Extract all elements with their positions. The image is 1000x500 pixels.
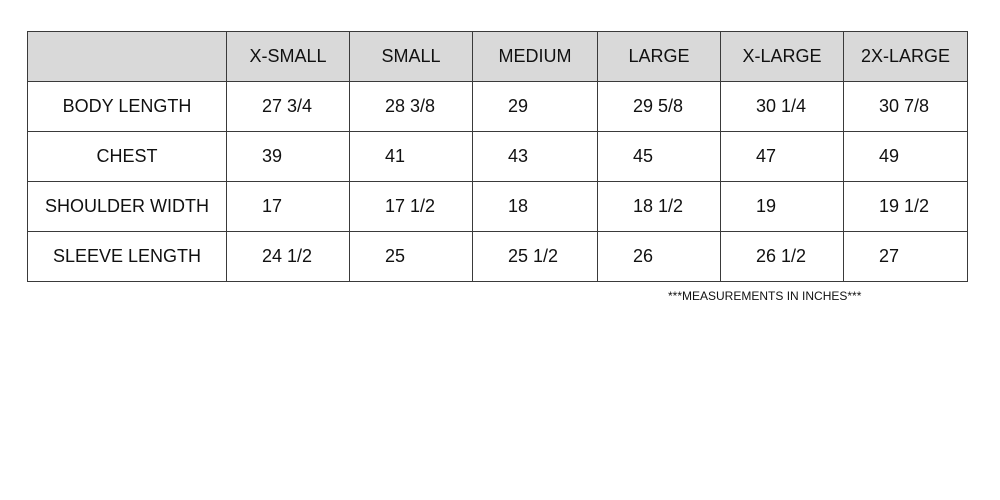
table-cell: 26 1/2 bbox=[720, 231, 844, 282]
row-label: SHOULDER WIDTH bbox=[27, 181, 227, 232]
table-row: CHEST 39 41 43 45 47 49 bbox=[27, 131, 968, 182]
table-cell: 49 bbox=[843, 131, 968, 182]
table-row: SHOULDER WIDTH 17 17 1/2 18 18 1/2 19 19 1/2 bbox=[27, 181, 968, 232]
header-cell: X-SMALL bbox=[226, 31, 350, 82]
header-row: X-SMALL SMALL MEDIUM LARGE X-LARGE 2X-LA… bbox=[27, 31, 968, 82]
table-cell: 30 1/4 bbox=[720, 81, 844, 132]
table-cell: 29 5/8 bbox=[597, 81, 721, 132]
header-cell: LARGE bbox=[597, 31, 721, 82]
table-cell: 47 bbox=[720, 131, 844, 182]
table-row: SLEEVE LENGTH 24 1/2 25 25 1/2 26 26 1/2 27 bbox=[27, 231, 968, 282]
table-cell: 24 1/2 bbox=[226, 231, 350, 282]
table-cell: 29 bbox=[472, 81, 598, 132]
table-cell: 41 bbox=[349, 131, 473, 182]
footnote: ***MEASUREMENTS IN INCHES*** bbox=[668, 289, 862, 303]
header-cell bbox=[27, 31, 227, 82]
table-cell: 26 bbox=[597, 231, 721, 282]
table-cell: 17 bbox=[226, 181, 350, 232]
table-row: BODY LENGTH 27 3/4 28 3/8 29 29 5/8 30 1/4 30 … bbox=[27, 81, 968, 132]
row-label: SLEEVE LENGTH bbox=[27, 231, 227, 282]
header-cell: SMALL bbox=[349, 31, 473, 82]
header-cell: 2X-LARGE bbox=[843, 31, 968, 82]
table-cell: 25 bbox=[349, 231, 473, 282]
table-cell: 25 1/2 bbox=[472, 231, 598, 282]
table-cell: 19 bbox=[720, 181, 844, 232]
table-cell: 43 bbox=[472, 131, 598, 182]
size-chart-table: X-SMALL SMALL MEDIUM LARGE X-LARGE 2X-LA… bbox=[27, 31, 968, 282]
table-cell: 27 bbox=[843, 231, 968, 282]
table-cell: 18 bbox=[472, 181, 598, 232]
table-cell: 45 bbox=[597, 131, 721, 182]
table-cell: 17 1/2 bbox=[349, 181, 473, 232]
header-cell: MEDIUM bbox=[472, 31, 598, 82]
table-cell: 19 1/2 bbox=[843, 181, 968, 232]
table-cell: 27 3/4 bbox=[226, 81, 350, 132]
row-label: BODY LENGTH bbox=[27, 81, 227, 132]
table-cell: 18 1/2 bbox=[597, 181, 721, 232]
table-cell: 28 3/8 bbox=[349, 81, 473, 132]
table-cell: 30 7/8 bbox=[843, 81, 968, 132]
row-label: CHEST bbox=[27, 131, 227, 182]
header-cell: X-LARGE bbox=[720, 31, 844, 82]
table-cell: 39 bbox=[226, 131, 350, 182]
